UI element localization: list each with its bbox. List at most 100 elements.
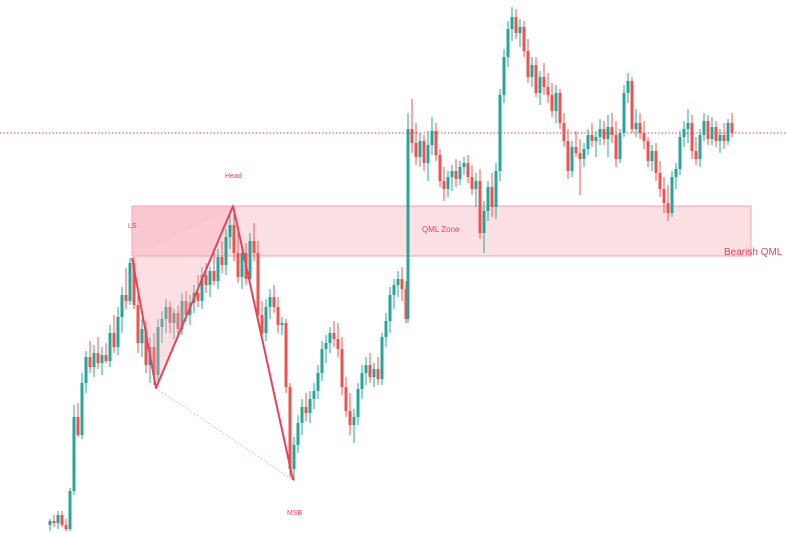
candle <box>546 73 550 103</box>
candle-body <box>312 391 316 399</box>
candle <box>352 409 356 443</box>
candle-body <box>482 211 486 233</box>
candle-body <box>518 27 522 33</box>
candle-body <box>718 135 722 141</box>
candle-body <box>510 17 514 29</box>
candle <box>690 115 694 159</box>
candle <box>140 319 144 357</box>
candle-body <box>168 307 172 323</box>
candle-body <box>216 257 220 281</box>
candle <box>450 165 454 191</box>
candle-body <box>646 141 650 161</box>
candle <box>642 121 646 149</box>
candle <box>634 109 638 137</box>
candle-body <box>638 123 642 133</box>
candle <box>72 405 76 495</box>
candle-body <box>726 123 730 141</box>
candle <box>284 319 288 393</box>
candle <box>550 83 554 117</box>
candle-body <box>682 129 686 137</box>
candle <box>268 289 272 319</box>
candle-body <box>614 135 618 159</box>
candle-body <box>196 293 200 301</box>
candle-body <box>264 307 268 333</box>
candle <box>400 267 404 301</box>
candles-layer <box>48 7 734 531</box>
candle-body <box>364 365 368 373</box>
candle <box>220 241 224 273</box>
candle-body <box>60 515 64 525</box>
candle-body <box>710 127 714 139</box>
candle-body <box>570 147 574 171</box>
candle <box>482 201 486 253</box>
candle <box>426 131 430 181</box>
candle <box>60 511 64 527</box>
candle-body <box>542 77 546 87</box>
candle-body <box>96 353 100 363</box>
candle-body <box>160 319 164 327</box>
head-label: Head <box>225 173 242 180</box>
candle-body <box>236 253 240 277</box>
candle <box>380 333 384 385</box>
candle-body <box>694 151 698 159</box>
candle <box>104 343 108 363</box>
candle-body <box>300 407 304 423</box>
candle <box>598 119 602 145</box>
candle-body <box>288 387 292 469</box>
candle <box>88 341 92 373</box>
candle <box>112 315 116 353</box>
candle-body <box>384 321 388 337</box>
candle-body <box>598 129 602 137</box>
candle <box>418 133 422 167</box>
candle-body <box>486 187 490 211</box>
candle-body <box>224 237 228 265</box>
candle-body <box>152 347 156 375</box>
candle <box>626 73 630 103</box>
candle <box>364 357 368 385</box>
candle-body <box>714 127 718 141</box>
candle <box>340 337 344 395</box>
candle-body <box>400 279 404 289</box>
candle <box>554 85 558 123</box>
candle <box>610 113 614 143</box>
candle-body <box>64 525 68 529</box>
candle-body <box>120 295 124 317</box>
candle <box>414 123 418 165</box>
candle-body <box>208 271 212 285</box>
candle-body <box>426 145 430 163</box>
candle-body <box>474 181 478 189</box>
candle <box>320 341 324 381</box>
candle <box>264 299 268 341</box>
qml-pattern-layer <box>131 205 294 481</box>
candle-body <box>478 181 482 233</box>
candle-body <box>112 333 116 347</box>
candle <box>638 113 642 139</box>
candle-body <box>284 323 288 387</box>
candle-body <box>722 135 726 141</box>
candle <box>618 129 622 163</box>
candle <box>216 249 220 289</box>
candle <box>128 258 132 305</box>
candle-body <box>622 93 626 133</box>
candle-body <box>176 313 180 329</box>
candle <box>514 9 518 39</box>
candle-body <box>494 171 498 207</box>
candle-body <box>418 141 422 157</box>
labels-layer: LS Head MSB QML Zone Bearish QML <box>128 173 783 517</box>
candle <box>64 519 68 531</box>
candle <box>502 49 506 103</box>
candle-body <box>642 133 646 141</box>
candle <box>116 307 120 355</box>
candle-body <box>164 307 168 319</box>
candle-body <box>348 411 352 425</box>
candle-body <box>304 407 308 413</box>
candle-body <box>380 337 384 379</box>
candle <box>260 301 264 339</box>
candle-body <box>48 521 52 525</box>
candle-body <box>376 369 380 379</box>
candle-body <box>554 93 558 111</box>
candle <box>80 373 84 439</box>
candle <box>328 327 332 353</box>
candle <box>136 293 140 353</box>
candle-body <box>546 87 550 95</box>
